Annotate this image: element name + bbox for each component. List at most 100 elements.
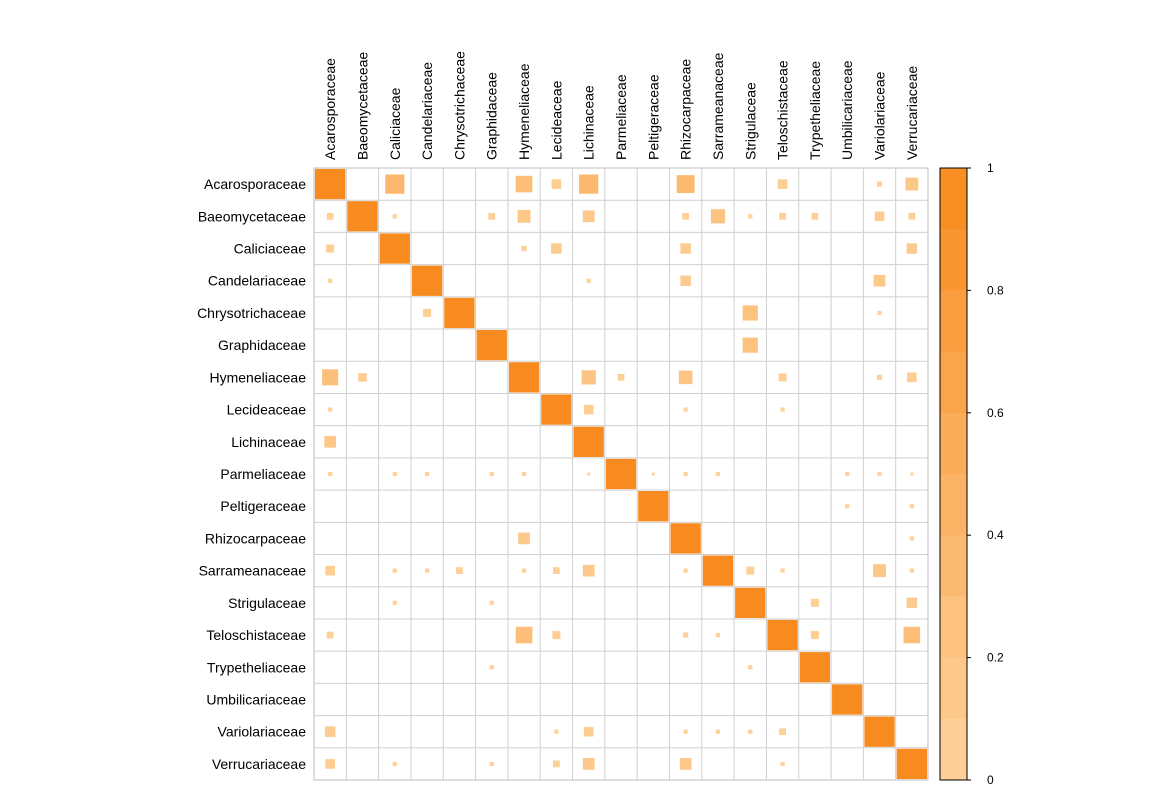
cell-Peltigeraceae-Verrucariaceae <box>910 504 914 508</box>
cell-Graphidaceae-Strigulaceae <box>743 338 758 353</box>
legend-color-step <box>940 535 967 597</box>
cell-Candelariaceae-Variolariaceae <box>874 275 886 287</box>
row-label-Parmeliaceae: Parmeliaceae <box>220 466 306 482</box>
cell-Variolariaceae-Acarosporaceae <box>325 726 336 737</box>
legend-color-step <box>940 413 967 475</box>
cell-Variolariaceae-Sarrameanaceae <box>716 730 720 734</box>
cell-Candelariaceae-Candelariaceae <box>412 266 442 296</box>
cell-Strigulaceae-Strigulaceae <box>735 588 765 618</box>
cell-Chrysotrichaceae-Strigulaceae <box>743 305 758 320</box>
cell-Parmeliaceae-Hymeneliaceae <box>522 472 526 476</box>
cell-Verrucariaceae-Graphidaceae <box>490 762 494 766</box>
cell-Lecideaceae-Acarosporaceae <box>328 407 332 411</box>
cell-Hymeneliaceae-Lichinaceae <box>582 370 596 384</box>
column-label-Sarrameanaceae: Sarrameanaceae <box>710 52 726 160</box>
column-label-Teloschistaceae: Teloschistaceae <box>775 60 791 160</box>
column-label-Baeomycetaceae: Baeomycetaceae <box>354 52 370 160</box>
cell-Parmeliaceae-Acarosporaceae <box>328 472 332 476</box>
cell-Caliciaceae-Verrucariaceae <box>907 243 918 254</box>
row-label-Candelariaceae: Candelariaceae <box>208 273 306 289</box>
cell-Variolariaceae-Lecideaceae <box>554 730 558 734</box>
cell-Acarosporaceae-Rhizocarpaceae <box>677 175 695 193</box>
legend-tick-label: 0.8 <box>987 283 1004 297</box>
cell-Caliciaceae-Lecideaceae <box>551 243 562 254</box>
row-label-Strigulaceae: Strigulaceae <box>228 595 306 611</box>
legend-color-step <box>940 474 967 536</box>
cell-Acarosporaceae-Verrucariaceae <box>905 178 918 191</box>
cell-Sarrameanaceae-Strigulaceae <box>746 567 754 575</box>
cell-Teloschistaceae-Lecideaceae <box>552 631 560 639</box>
cell-Parmeliaceae-Candelariaceae <box>425 472 429 476</box>
cell-Hymeneliaceae-Rhizocarpaceae <box>679 371 693 385</box>
cell-Parmeliaceae-Rhizocarpaceae <box>683 472 687 476</box>
cell-Teloschistaceae-Acarosporaceae <box>327 632 334 639</box>
cell-Sarrameanaceae-Verrucariaceae <box>910 568 914 572</box>
column-label-Strigulaceae: Strigulaceae <box>742 82 758 160</box>
column-label-Caliciaceae: Caliciaceae <box>387 87 403 160</box>
column-label-Graphidaceae: Graphidaceae <box>484 72 500 160</box>
cell-Acarosporaceae-Lichinaceae <box>579 175 598 194</box>
row-label-Verrucariaceae: Verrucariaceae <box>212 756 306 772</box>
cell-Caliciaceae-Caliciaceae <box>380 233 410 263</box>
cell-Hymeneliaceae-Verrucariaceae <box>907 373 917 383</box>
column-label-Candelariaceae: Candelariaceae <box>419 62 435 160</box>
row-label-Caliciaceae: Caliciaceae <box>234 241 307 257</box>
column-label-Hymeneliaceae: Hymeneliaceae <box>516 63 532 160</box>
cell-Sarrameanaceae-Lecideaceae <box>553 567 560 574</box>
legend-color-step <box>940 596 967 658</box>
cell-Baeomycetaceae-Acarosporaceae <box>327 213 334 220</box>
cell-Acarosporaceae-Variolariaceae <box>877 181 882 186</box>
cell-Teloschistaceae-Rhizocarpaceae <box>683 632 688 637</box>
cell-Baeomycetaceae-Hymeneliaceae <box>518 210 531 223</box>
row-label-Lichinaceae: Lichinaceae <box>231 434 306 450</box>
cell-Baeomycetaceae-Graphidaceae <box>488 213 495 220</box>
column-label-Variolariaceae: Variolariaceae <box>872 71 888 160</box>
column-label-Parmeliaceae: Parmeliaceae <box>613 74 629 160</box>
cell-Hymeneliaceae-Variolariaceae <box>877 375 882 380</box>
cell-Sarrameanaceae-Candelariaceae <box>425 568 429 572</box>
cell-Baeomycetaceae-Trypetheliaceae <box>812 213 819 220</box>
cell-Strigulaceae-Verrucariaceae <box>907 598 918 609</box>
cell-Chrysotrichaceae-Chrysotrichaceae <box>444 298 474 328</box>
legend-color-step <box>940 352 967 414</box>
cell-Sarrameanaceae-Hymeneliaceae <box>522 568 526 572</box>
cell-Sarrameanaceae-Variolariaceae <box>873 564 886 577</box>
legend-tick-label: 0.2 <box>987 651 1004 665</box>
cell-Sarrameanaceae-Chrysotrichaceae <box>456 567 463 574</box>
row-label-Teloschistaceae: Teloschistaceae <box>206 627 306 643</box>
column-label-Lecideaceae: Lecideaceae <box>548 80 564 160</box>
cell-Parmeliaceae-Parmeliaceae <box>606 459 636 489</box>
column-labels: Acarosporaceae Baeomycetaceae Caliciaceae C… <box>322 51 920 160</box>
cell-Baeomycetaceae-Variolariaceae <box>875 212 885 222</box>
cell-Hymeneliaceae-Teloschistaceae <box>779 373 787 381</box>
cell-Sarrameanaceae-Acarosporaceae <box>325 566 335 576</box>
legend-color-step <box>940 658 967 720</box>
cell-Parmeliaceae-Umbilicariaceae <box>845 472 849 476</box>
cell-Acarosporaceae-Teloschistaceae <box>778 179 788 189</box>
cell-Verrucariaceae-Rhizocarpaceae <box>680 758 692 770</box>
cell-Lecideaceae-Lecideaceae <box>541 394 571 424</box>
legend-color-step <box>940 229 967 291</box>
legend-color-step <box>940 168 967 230</box>
cell-Chrysotrichaceae-Candelariaceae <box>423 309 431 317</box>
cell-Baeomycetaceae-Teloschistaceae <box>779 213 786 220</box>
cell-Acarosporaceae-Hymeneliaceae <box>516 176 533 193</box>
legend-tick-label: 0 <box>987 773 994 787</box>
cell-Graphidaceae-Graphidaceae <box>477 330 507 360</box>
row-label-Lecideaceae: Lecideaceae <box>227 402 307 418</box>
cell-Sarrameanaceae-Caliciaceae <box>393 568 397 572</box>
row-label-Hymeneliaceae: Hymeneliaceae <box>210 369 307 385</box>
row-label-Acarosporaceae: Acarosporaceae <box>204 176 306 192</box>
cell-Trypetheliaceae-Graphidaceae <box>490 665 494 669</box>
cell-Umbilicariaceae-Umbilicariaceae <box>832 684 862 714</box>
cell-Acarosporaceae-Acarosporaceae <box>315 169 345 199</box>
cell-Teloschistaceae-Sarrameanaceae <box>716 633 720 637</box>
cell-Teloschistaceae-Teloschistaceae <box>767 620 797 650</box>
cell-Baeomycetaceae-Lichinaceae <box>583 210 595 222</box>
cell-Strigulaceae-Caliciaceae <box>393 601 397 605</box>
legend-tick-label: 1 <box>987 161 994 175</box>
row-label-Baeomycetaceae: Baeomycetaceae <box>198 208 306 224</box>
cell-Variolariaceae-Variolariaceae <box>864 717 894 747</box>
cell-Verrucariaceae-Caliciaceae <box>393 762 397 766</box>
